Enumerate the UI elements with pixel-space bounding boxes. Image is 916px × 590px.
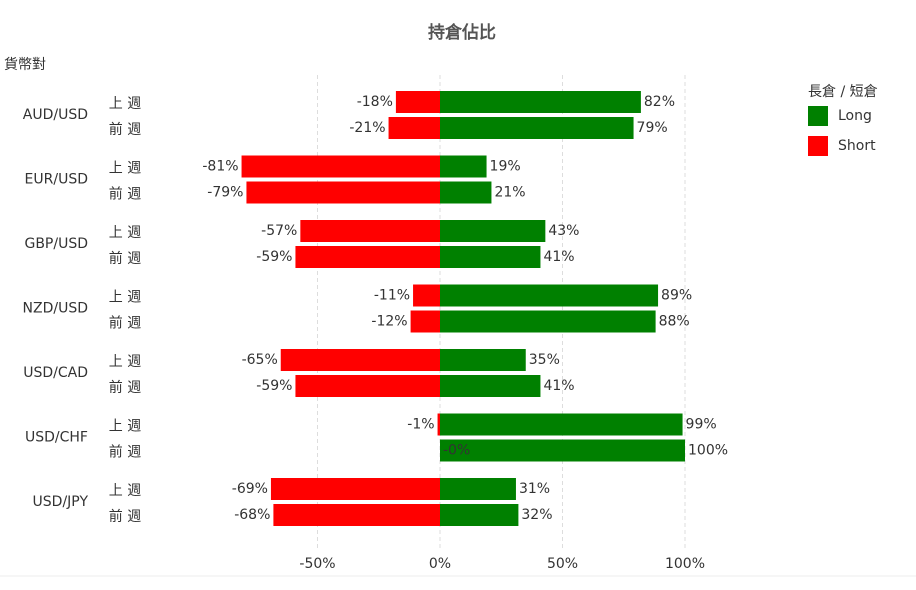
value-label: 43%	[548, 223, 579, 239]
category-label: 上 週	[109, 96, 141, 112]
category-label: 上 週	[109, 483, 141, 499]
bar	[440, 284, 659, 307]
x-tick-label: 0%	[429, 556, 451, 572]
group-label: NZD/USD	[23, 301, 88, 317]
value-label: 41%	[543, 249, 574, 265]
group-label: GBP/USD	[24, 236, 88, 252]
bar	[440, 504, 519, 526]
category-label: 前 週	[109, 379, 141, 396]
bar	[410, 310, 440, 333]
value-label: 41%	[543, 378, 574, 394]
legend-label: Long	[838, 108, 872, 124]
bar	[241, 155, 440, 178]
bar	[440, 439, 685, 462]
x-tick-label: 100%	[665, 556, 705, 572]
value-label: -59%	[256, 249, 292, 265]
bar	[413, 284, 440, 307]
group-label: EUR/USD	[25, 172, 88, 188]
legend-swatch	[808, 136, 828, 156]
value-label: -21%	[349, 120, 385, 136]
bar	[273, 504, 440, 526]
value-label: -57%	[261, 223, 297, 239]
bar	[440, 310, 656, 333]
chart-title: 持倉佔比	[428, 22, 496, 43]
group-label: USD/CHF	[25, 430, 88, 446]
legend-swatch	[808, 106, 828, 126]
value-label: -1%	[407, 417, 434, 433]
bar	[440, 246, 541, 268]
value-label: 88%	[659, 314, 690, 330]
value-label: -11%	[374, 288, 410, 304]
value-label: 100%	[688, 443, 728, 459]
bar	[437, 413, 440, 436]
category-label: 前 週	[109, 508, 141, 525]
bar	[300, 220, 440, 242]
legend-title: 長倉 / 短倉	[808, 84, 878, 100]
bar	[440, 181, 492, 204]
bar	[440, 220, 546, 242]
group-label: AUD/USD	[23, 107, 88, 123]
category-label: 前 週	[109, 250, 141, 267]
x-tick-label: 50%	[547, 556, 578, 572]
bar	[440, 117, 634, 139]
bar	[295, 246, 440, 268]
value-label: 99%	[686, 417, 717, 433]
value-label: 79%	[637, 120, 668, 136]
bar	[295, 375, 440, 397]
category-label: 上 週	[109, 161, 141, 177]
bar	[440, 478, 516, 500]
value-label: -0%	[443, 443, 470, 459]
category-label: 前 週	[109, 315, 141, 332]
legend-label: Short	[838, 138, 876, 154]
category-label: 前 週	[109, 186, 141, 203]
value-label: 35%	[529, 352, 560, 368]
category-label: 上 週	[109, 354, 141, 370]
value-label: -81%	[202, 159, 238, 175]
value-label: -79%	[207, 185, 243, 201]
bar	[440, 349, 526, 371]
value-label: 89%	[661, 288, 692, 304]
value-label: 31%	[519, 481, 550, 497]
category-label: 前 週	[109, 121, 141, 138]
category-label: 上 週	[109, 290, 141, 306]
bar	[388, 117, 440, 139]
category-label: 前 週	[109, 444, 141, 461]
value-label: -59%	[256, 378, 292, 394]
value-label: 32%	[521, 507, 552, 523]
value-label: -12%	[371, 314, 407, 330]
x-tick-label: -50%	[299, 556, 335, 572]
bar	[395, 91, 440, 113]
bar	[270, 478, 440, 500]
bar	[246, 181, 440, 204]
category-label: 上 週	[109, 419, 141, 435]
value-label: -18%	[357, 94, 393, 110]
value-label: -69%	[232, 481, 268, 497]
y-axis-title: 貨幣對	[4, 56, 46, 73]
bar	[440, 375, 541, 397]
group-label: USD/CAD	[23, 365, 88, 381]
bar	[440, 91, 641, 113]
group-label: USD/JPY	[33, 494, 89, 510]
value-label: 21%	[494, 185, 525, 201]
value-label: 19%	[490, 159, 521, 175]
value-label: -65%	[242, 352, 278, 368]
value-label: 82%	[644, 94, 675, 110]
value-label: -68%	[234, 507, 270, 523]
bar	[440, 413, 683, 436]
category-label: 上 週	[109, 225, 141, 241]
bar	[280, 349, 440, 371]
bar	[440, 155, 487, 178]
